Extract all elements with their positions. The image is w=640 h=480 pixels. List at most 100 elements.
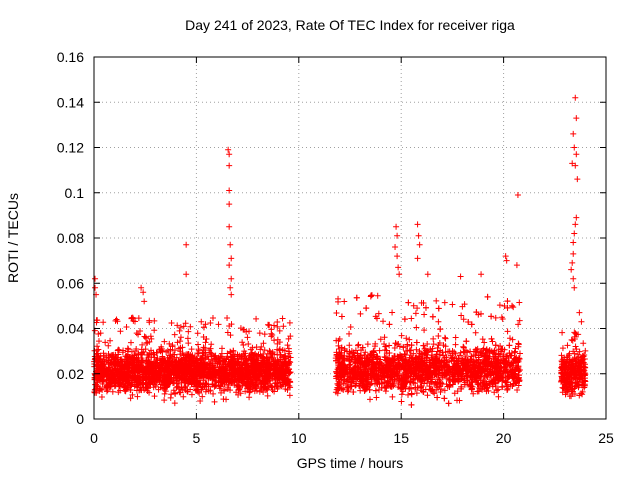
data-point [504, 298, 511, 305]
data-point [95, 346, 102, 353]
data-point [129, 391, 136, 398]
data-point [264, 392, 271, 399]
data-point [457, 349, 464, 356]
data-point [363, 305, 370, 312]
data-point [202, 388, 209, 395]
data-point [437, 326, 444, 333]
data-point [398, 391, 405, 398]
data-point [161, 390, 168, 397]
data-point [127, 339, 134, 346]
data-point [123, 324, 130, 331]
data-point [559, 329, 566, 336]
data-point [275, 358, 282, 365]
data-point [207, 320, 214, 327]
data-point [184, 388, 191, 395]
data-point [460, 343, 467, 350]
grid-lines [94, 57, 606, 419]
data-point [364, 341, 371, 348]
data-point [256, 330, 263, 337]
data-point [219, 345, 225, 352]
data-point [174, 322, 181, 329]
data-point [373, 394, 380, 401]
data-point [260, 340, 267, 347]
data-point [274, 323, 281, 330]
data-point [163, 349, 170, 356]
data-point [346, 330, 353, 337]
data-point [220, 396, 227, 403]
data-point [188, 346, 195, 353]
data-point [413, 324, 420, 331]
data-point [180, 393, 187, 400]
data-point [168, 320, 175, 327]
data-point [107, 337, 114, 344]
data-point [202, 381, 209, 388]
data-point [280, 323, 287, 330]
data-point [216, 385, 223, 392]
data-point [559, 345, 566, 352]
data-point [449, 301, 456, 308]
data-point [201, 324, 208, 331]
data-point [237, 325, 244, 332]
data-point [177, 338, 184, 345]
data-point [168, 391, 175, 398]
data-point [197, 397, 204, 404]
data-point [143, 340, 150, 347]
data-point [405, 391, 412, 398]
data-point [205, 356, 212, 363]
data-point [224, 329, 231, 336]
data-point [335, 298, 342, 305]
data-point [435, 305, 442, 312]
data-point [210, 390, 217, 397]
data-point [506, 335, 513, 342]
data-point [237, 390, 244, 397]
data-point [286, 392, 293, 399]
data-point [481, 339, 488, 346]
data-point [260, 388, 267, 395]
data-point [151, 317, 158, 324]
data-point [499, 383, 506, 390]
data-point [137, 386, 144, 393]
data-point [338, 313, 345, 320]
data-point [137, 351, 144, 358]
data-point [187, 366, 194, 373]
data-point [496, 302, 503, 309]
data-point [171, 347, 178, 354]
data-point [463, 338, 470, 345]
data-point [127, 395, 134, 402]
data-point [479, 336, 486, 343]
data-point [162, 388, 169, 395]
data-point [117, 356, 124, 363]
data-point [452, 334, 459, 341]
data-point [100, 319, 107, 326]
data-point [276, 345, 283, 352]
data-point [109, 388, 116, 395]
data-point [516, 299, 523, 306]
data-point [413, 346, 420, 353]
data-point [392, 340, 399, 347]
data-point [102, 339, 109, 346]
data-point [245, 340, 252, 347]
data-point [211, 398, 218, 405]
data-point [405, 299, 412, 306]
data-point [174, 339, 181, 346]
data-point [97, 330, 104, 337]
data-point [148, 335, 155, 342]
data-point [268, 330, 275, 337]
data-point [271, 337, 278, 344]
data-point [353, 294, 360, 301]
data-point [271, 388, 278, 395]
data-point [135, 331, 142, 338]
data-point [272, 357, 279, 364]
data-point [177, 334, 184, 341]
data-point [347, 324, 354, 331]
data-point [195, 341, 202, 348]
data-point [380, 318, 387, 325]
data-point [230, 373, 237, 380]
data-point [111, 356, 118, 363]
data-point [227, 349, 234, 356]
data-point [112, 317, 119, 324]
data-point [218, 350, 225, 357]
data-point [161, 397, 168, 404]
data-point [424, 392, 431, 399]
